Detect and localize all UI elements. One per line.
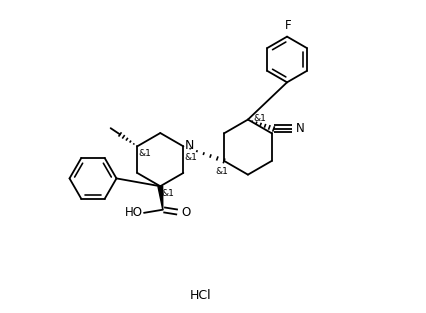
Text: &1: &1 [161, 189, 174, 198]
Text: &1: &1 [184, 153, 196, 162]
Text: O: O [181, 206, 190, 219]
Text: HO: HO [124, 206, 142, 219]
Text: &1: &1 [253, 114, 266, 122]
Text: F: F [285, 18, 291, 32]
Text: N: N [295, 122, 304, 136]
Text: &1: &1 [138, 150, 151, 158]
Text: HCl: HCl [190, 289, 211, 302]
Text: &1: &1 [215, 167, 227, 176]
Polygon shape [158, 186, 162, 210]
Text: N: N [184, 139, 194, 152]
